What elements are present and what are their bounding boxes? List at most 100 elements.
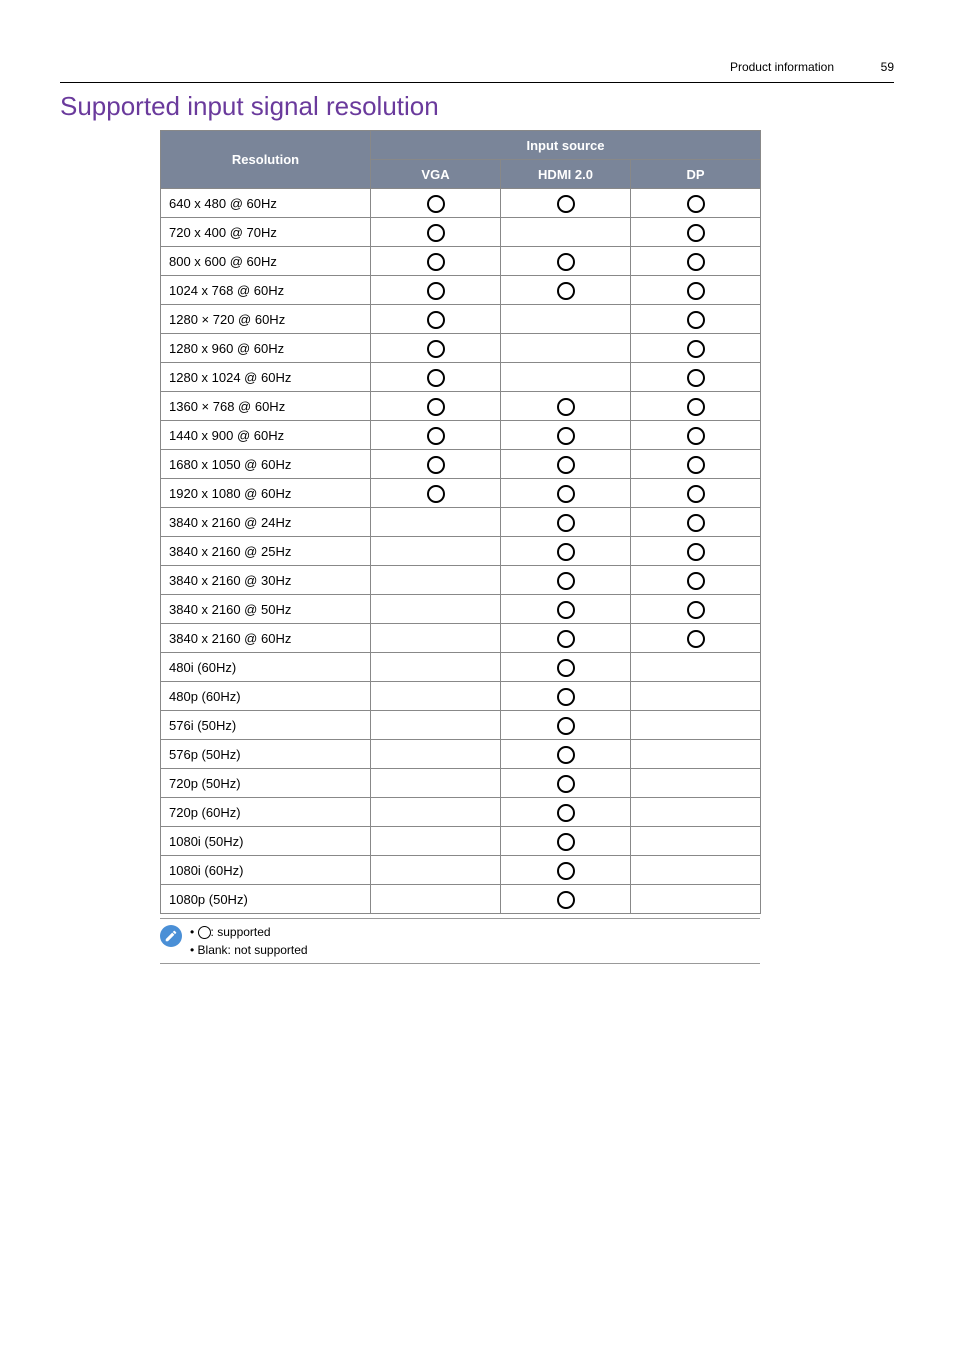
support-mark [631,769,761,798]
table-row: 1024 x 768 @ 60Hz [161,276,761,305]
resolution-label: 1360 × 768 @ 60Hz [161,392,371,421]
support-mark [631,479,761,508]
note-line2: • Blank: not supported [190,941,308,959]
support-mark [631,740,761,769]
note-box: • : supported • Blank: not supported [160,918,760,964]
th-hdmi: HDMI 2.0 [501,160,631,189]
support-mark [631,711,761,740]
support-mark [501,421,631,450]
page-number: 59 [881,60,894,74]
table-row: 3840 x 2160 @ 50Hz [161,595,761,624]
support-mark [501,363,631,392]
table-row: 1920 x 1080 @ 60Hz [161,479,761,508]
support-mark [631,653,761,682]
support-mark [631,334,761,363]
support-mark [371,798,501,827]
table-row: 576i (50Hz) [161,711,761,740]
resolution-label: 1280 × 720 @ 60Hz [161,305,371,334]
circle-icon [557,514,575,532]
support-mark [371,769,501,798]
support-mark [501,247,631,276]
resolution-table: Resolution Input source VGA HDMI 2.0 DP … [160,130,761,914]
table-row: 1280 x 960 @ 60Hz [161,334,761,363]
circle-icon [557,398,575,416]
circle-icon [557,427,575,445]
circle-icon [687,514,705,532]
note-line1-post: : supported [211,925,271,939]
resolution-label: 3840 x 2160 @ 30Hz [161,566,371,595]
circle-icon [687,340,705,358]
support-mark [371,218,501,247]
support-mark [631,827,761,856]
circle-icon [687,485,705,503]
support-mark [371,508,501,537]
support-mark [371,624,501,653]
th-vga: VGA [371,160,501,189]
circle-icon [687,427,705,445]
resolution-label: 800 x 600 @ 60Hz [161,247,371,276]
resolution-label: 576p (50Hz) [161,740,371,769]
table-row: 480i (60Hz) [161,653,761,682]
table-row: 3840 x 2160 @ 24Hz [161,508,761,537]
support-mark [371,537,501,566]
support-mark [501,450,631,479]
support-mark [501,885,631,914]
circle-icon [427,195,445,213]
support-mark [371,653,501,682]
circle-icon [687,630,705,648]
circle-icon [557,775,575,793]
circle-icon [687,369,705,387]
resolution-label: 1280 x 960 @ 60Hz [161,334,371,363]
th-dp: DP [631,160,761,189]
support-mark [501,537,631,566]
circle-icon [557,572,575,590]
circle-icon [427,485,445,503]
support-mark [631,624,761,653]
support-mark [631,189,761,218]
resolution-label: 1080p (50Hz) [161,885,371,914]
th-input-source: Input source [371,131,761,160]
circle-icon [427,456,445,474]
resolution-label: 3840 x 2160 @ 50Hz [161,595,371,624]
circle-icon [557,717,575,735]
support-mark [371,276,501,305]
resolution-label: 1680 x 1050 @ 60Hz [161,450,371,479]
resolution-label: 1080i (50Hz) [161,827,371,856]
table-row: 3840 x 2160 @ 60Hz [161,624,761,653]
table-row: 720p (50Hz) [161,769,761,798]
circle-icon [427,369,445,387]
support-mark [631,798,761,827]
support-mark [501,392,631,421]
resolution-label: 1280 x 1024 @ 60Hz [161,363,371,392]
resolution-label: 640 x 480 @ 60Hz [161,189,371,218]
table-row: 3840 x 2160 @ 25Hz [161,537,761,566]
note-text: • : supported • Blank: not supported [190,923,308,959]
support-mark [371,885,501,914]
resolution-label: 1080i (60Hz) [161,856,371,885]
resolution-label: 3840 x 2160 @ 24Hz [161,508,371,537]
support-mark [501,566,631,595]
support-mark [631,218,761,247]
circle-icon [557,688,575,706]
support-mark [501,595,631,624]
support-mark [631,450,761,479]
support-mark [631,276,761,305]
support-mark [631,595,761,624]
table-row: 1440 x 900 @ 60Hz [161,421,761,450]
resolution-label: 3840 x 2160 @ 25Hz [161,537,371,566]
table-row: 3840 x 2160 @ 30Hz [161,566,761,595]
support-mark [631,392,761,421]
circle-icon [557,804,575,822]
support-mark [371,566,501,595]
circle-icon [557,630,575,648]
circle-icon [557,456,575,474]
circle-icon [687,601,705,619]
resolution-label: 720 x 400 @ 70Hz [161,218,371,247]
support-mark [371,856,501,885]
circle-icon [557,195,575,213]
circle-icon [687,456,705,474]
support-mark [501,624,631,653]
table-row: 1280 x 1024 @ 60Hz [161,363,761,392]
circle-icon [427,427,445,445]
support-mark [631,421,761,450]
